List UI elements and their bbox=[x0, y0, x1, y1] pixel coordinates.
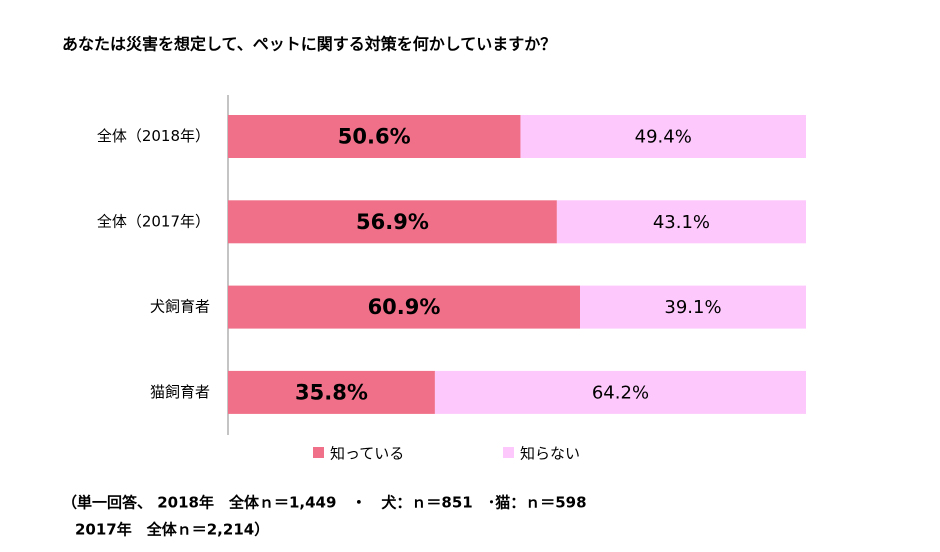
data-label: 49.4% bbox=[635, 127, 692, 148]
data-label: 64.2% bbox=[592, 382, 649, 403]
y-tick-label: 猫飼育者 bbox=[150, 383, 210, 401]
y-tick-label: 全体（2018年） bbox=[97, 127, 210, 145]
y-tick-label: 犬飼育者 bbox=[150, 298, 210, 316]
bar-segment bbox=[228, 115, 521, 158]
legend-swatch bbox=[313, 447, 324, 458]
bar-segment bbox=[228, 370, 435, 414]
bar-segment bbox=[228, 285, 581, 329]
legend-swatch bbox=[503, 447, 514, 458]
data-label: 35.8% bbox=[295, 380, 368, 404]
legend-label: 知らない bbox=[520, 445, 580, 463]
legend-label: 知っている bbox=[330, 445, 404, 463]
chart-title: あなたは災害を想定して、ペットに関する対策を何かしていますか？ bbox=[62, 35, 556, 54]
footnote: （単一回答、 2018年 全体ｎ＝1,449 ・ 犬：ｎ＝851 ･猫：ｎ＝59… bbox=[62, 494, 587, 512]
data-label: 56.9% bbox=[356, 210, 429, 234]
bar-segment bbox=[228, 200, 557, 244]
data-label: 43.1% bbox=[653, 212, 710, 233]
footnote: 2017年 全体ｎ＝2,214） bbox=[75, 521, 269, 539]
bar-segment bbox=[580, 285, 806, 329]
y-tick-label: 全体（2017年） bbox=[97, 212, 210, 230]
bar-segment bbox=[556, 200, 806, 244]
bar-segment bbox=[520, 115, 806, 158]
data-label: 50.6% bbox=[338, 125, 411, 149]
data-label: 39.1% bbox=[664, 297, 721, 318]
bar-segment bbox=[434, 370, 806, 414]
data-label: 60.9% bbox=[368, 295, 441, 319]
